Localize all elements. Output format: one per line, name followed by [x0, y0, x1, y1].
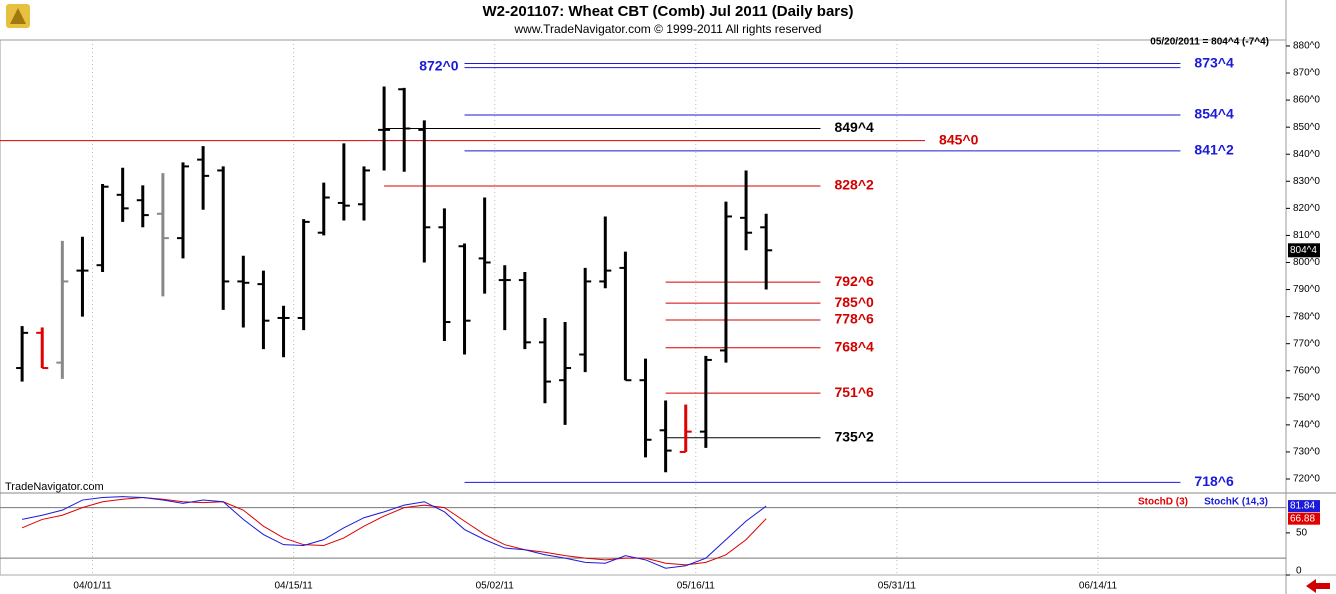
- y-tick-label: 880^0: [1293, 41, 1320, 52]
- legend-entry: StochD (3): [1138, 497, 1188, 508]
- x-tick-label: 05/31/11: [878, 581, 917, 592]
- y-tick-label: 870^0: [1293, 68, 1320, 79]
- x-tick-label: 05/16/11: [677, 581, 716, 592]
- y-tick-label: 760^0: [1293, 365, 1320, 376]
- x-tick-label: 06/14/11: [1079, 581, 1118, 592]
- level-label: 845^0: [939, 131, 979, 147]
- y-tick-label: 790^0: [1293, 284, 1320, 295]
- level-label: 735^2: [834, 428, 874, 444]
- value-label: 66.88: [1290, 513, 1315, 524]
- y-tick-label: 730^0: [1293, 447, 1320, 458]
- x-tick-label: 04/01/11: [73, 581, 112, 592]
- level-label: 849^4: [834, 119, 874, 135]
- y-tick-label: 50: [1296, 528, 1308, 539]
- x-tick-label: 05/02/11: [476, 581, 515, 592]
- y-tick-label: 860^0: [1293, 95, 1320, 106]
- value-box: [1288, 512, 1320, 525]
- y-tick-label: 740^0: [1293, 420, 1320, 431]
- y-tick-label: 830^0: [1293, 176, 1320, 187]
- y-tick-label: 770^0: [1293, 338, 1320, 349]
- y-tick-label: 750^0: [1293, 392, 1320, 403]
- level-label: 768^4: [834, 338, 874, 354]
- x-tick-label: 04/15/11: [275, 581, 314, 592]
- y-tick-label: 720^0: [1293, 474, 1320, 485]
- level-label: 792^6: [834, 273, 874, 289]
- y-tick-label: 820^0: [1293, 203, 1320, 214]
- legend-entry: StochK (14,3): [1204, 497, 1268, 508]
- y-tick-label: 810^0: [1293, 230, 1320, 241]
- level-label: 751^6: [834, 384, 874, 400]
- y-tick-label: 800^0: [1293, 257, 1320, 268]
- y-tick-label: 780^0: [1293, 311, 1320, 322]
- scroll-arrow[interactable]: [1306, 579, 1330, 593]
- value-label: 81.84: [1290, 501, 1315, 512]
- level-label: 778^6: [834, 311, 874, 327]
- value-box: [1288, 500, 1320, 513]
- watermark: TradeNavigator.com: [5, 481, 104, 493]
- level-label: 854^4: [1194, 106, 1234, 122]
- level-label: 872^0: [419, 57, 459, 73]
- level-label: 828^2: [834, 177, 874, 193]
- y-tick-label: 840^0: [1293, 149, 1320, 160]
- logo: [6, 4, 30, 28]
- level-label: 718^6: [1194, 473, 1234, 489]
- y-tick-label: 0: [1296, 566, 1302, 577]
- subtitle: www.TradeNavigator.com © 1999-2011 All r…: [514, 22, 822, 36]
- level-label: 841^2: [1194, 142, 1234, 158]
- last-price-box: [1288, 243, 1320, 258]
- status-text: 05/20/2011 = 804^4 (-7^4): [1150, 37, 1269, 48]
- last-price-label: 804^4: [1290, 245, 1317, 256]
- y-tick-label: 850^0: [1293, 122, 1320, 133]
- chart-title: W2-201107: Wheat CBT (Comb) Jul 2011 (Da…: [483, 3, 854, 20]
- indicator-line: [22, 496, 767, 569]
- level-label: 873^4: [1194, 54, 1234, 70]
- level-label: 785^0: [834, 294, 874, 310]
